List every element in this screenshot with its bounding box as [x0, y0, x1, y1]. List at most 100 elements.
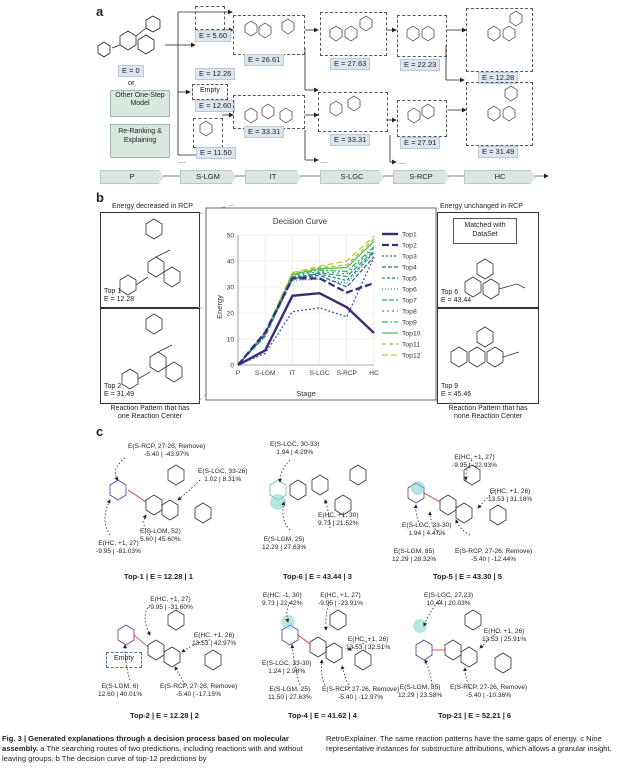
- chart-xlabel: Stage: [296, 389, 316, 398]
- it-molecule-2: [233, 95, 305, 129]
- chart-ylabel: Energy: [215, 295, 224, 319]
- c3-anno-5: E(S-RCP, 27-26, Remove) -5.40 | -12.44%: [455, 548, 533, 563]
- chart-title: Decision Curve: [273, 217, 328, 226]
- legend-label: Top1: [402, 232, 417, 239]
- c5-anno-3: E(HC, +1, 26) 13.53 | 32.51%: [346, 636, 391, 651]
- x-tick-label: IT: [290, 370, 296, 377]
- stage-it: IT: [245, 170, 301, 184]
- c4-anno-1: E(HC, +1, 27) -9.95 | -31.60%: [148, 596, 193, 611]
- left-top-header: Energy decreased in RCP: [112, 203, 193, 210]
- or-label: or: [128, 78, 135, 87]
- panel-c-letter: c: [96, 424, 104, 439]
- srcp-molecule-1: [397, 15, 447, 57]
- stage-s-rcp: S-RCP: [393, 170, 449, 184]
- legend-label: Top3: [402, 254, 417, 261]
- series-line-top4: [237, 256, 375, 366]
- branch-energy-3: E = 12.60: [195, 100, 236, 112]
- legend-label: Top11: [402, 342, 420, 349]
- left-energy-1: E = 12.28: [104, 296, 135, 303]
- branch-energy-2: E = 12.26: [195, 68, 236, 80]
- c6-title: Top-21 | E = 52.21 | 6: [438, 711, 512, 720]
- c4-anno-4: E(S-RCP, 27-26, Remove) -5.40 | -17.15%: [160, 683, 238, 698]
- x-tick-label: S-RCP: [337, 370, 357, 377]
- caption-left-rest: a The searching routes of two prediction…: [2, 744, 303, 763]
- c4-empty-box: [106, 652, 142, 668]
- slgc-molecule-2: [318, 92, 388, 132]
- it-energy-2: E = 33.31: [244, 126, 285, 138]
- series-line-top6: [237, 251, 375, 366]
- x-tick-label: S-LGM: [255, 370, 276, 377]
- slgc-energy-2: E = 33.31: [330, 134, 371, 146]
- c4-anno-3: E(S-LGM, 6) 12.60 | 40.01%: [98, 683, 143, 698]
- srcp-ellipsis: ....: [398, 159, 406, 166]
- c5-anno-6: E(S-RCP, 27-26, Remove) -5.40 | -12.97%: [322, 686, 400, 701]
- x-tick-label: HC: [369, 370, 379, 377]
- y-tick-label: 30: [227, 285, 235, 292]
- c1-anno-2: E(S-LGC, 33-26) 1.02 | 8.31%: [198, 468, 248, 483]
- branch-leaving-group-4: [193, 118, 223, 148]
- caption-left: Fig. 3 | Generated explanations through …: [2, 734, 308, 764]
- slgc-ellipsis: ....: [320, 158, 328, 165]
- c3-anno-2: E(HC, +1, 26) 13.53 | 31.18%: [488, 488, 533, 503]
- branch-ellipsis: ....: [178, 158, 186, 165]
- c3-anno-4: E(S-LGM, 85) 12.29 | 28.32%: [392, 548, 437, 563]
- right-rank-2: Top 9: [441, 383, 459, 390]
- c4-title: Top-2 | E = 12.28 | 2: [130, 711, 199, 720]
- srcp-energy-1: E = 22.23: [400, 59, 441, 71]
- caption-right: RetroExplainer. The same reaction patter…: [326, 734, 612, 753]
- legend-label: Top8: [402, 309, 417, 316]
- c2-title: Top-6 | E = 43.44 | 3: [283, 572, 352, 581]
- branch-leaving-group-1: [195, 6, 225, 30]
- left-rank-1: Top 1: [104, 288, 122, 295]
- c3-title: Top-5 | E = 43.30 | 5: [433, 572, 502, 581]
- c6-anno-4: E(S-RCP, 27-26, Remove) -5.40 | -10.36%: [450, 684, 528, 699]
- slgc-energy-1: E = 27.63: [330, 58, 371, 70]
- stage-hc: HC: [464, 170, 536, 184]
- c2-anno-3: E(S-LGM, 25) 12.29 | 27.63%: [262, 536, 307, 551]
- legend-label: Top4: [402, 265, 417, 272]
- series-line-top2: [237, 277, 375, 366]
- it-energy-1: E = 26.61: [244, 54, 285, 66]
- slgc-molecule-1: [320, 12, 387, 56]
- x-tick-label: P: [236, 370, 240, 377]
- legend-label: Top6: [402, 287, 417, 294]
- legend-label: Top9: [402, 320, 417, 327]
- panel-b-letter: b: [96, 190, 104, 205]
- y-tick-label: 10: [227, 337, 235, 344]
- other-one-step-model-box: Other One-Step Model: [110, 90, 170, 117]
- c1-anno-3: E(S-LGM, 52) 5.60 | 45.60%: [140, 528, 181, 543]
- hc-molecule-2: [466, 82, 533, 146]
- hc-molecule-1: [466, 8, 533, 72]
- y-tick-label: 50: [227, 233, 235, 240]
- srcp-molecule-2: [397, 100, 447, 137]
- left-bottom-box: [100, 307, 200, 404]
- stage-s-lgc: S-LGC: [320, 170, 384, 184]
- c1-anno-4: E(HC, +1, 27) -9.95 | -81.03%: [96, 540, 141, 555]
- series-line-top3: [237, 256, 375, 366]
- c1-title: Top-1 | E = 12.28 | 1: [124, 572, 193, 581]
- branch-energy-4: E = 11.50: [196, 147, 236, 159]
- hc-energy-1: E = 12.28: [478, 72, 519, 84]
- series-line-top1: [237, 291, 375, 367]
- y-tick-label: 0: [230, 363, 234, 370]
- c4-empty-label: Empty: [114, 655, 134, 662]
- srcp-energy-2: E = 27.91: [400, 137, 441, 149]
- legend-label: Top7: [402, 298, 417, 305]
- caption-bold: Fig. 3 | Generated explanations through …: [2, 734, 289, 753]
- right-energy-2: E = 45.46: [441, 391, 472, 398]
- right-footer: Reaction Pattern that has none Reaction …: [448, 405, 528, 420]
- c5-anno-2: E(HC, +1, 27) -9.95 | -23.91%: [318, 592, 363, 607]
- right-molecules: [450, 258, 526, 368]
- left-top-box: [100, 212, 200, 309]
- empty-label: Empty: [200, 87, 220, 94]
- c4-anno-2: E(HC, +1, 26) 13.53 | 42.97%: [192, 632, 237, 647]
- right-rank-1: Top 6: [441, 289, 459, 296]
- right-bottom-box: [437, 307, 539, 404]
- legend-label: Top2: [402, 243, 417, 250]
- branch-energy-1: E = 5.60: [195, 30, 232, 42]
- matched-dataset-box: Matched with DataSet: [453, 218, 517, 244]
- stage-p: P: [100, 170, 164, 184]
- c3-anno-3: E(S-LGC, 33-30) 1.94 | 4.47%: [402, 522, 452, 537]
- c6-anno-3: E(S-LGM, 85) 12.29 | 23.58%: [398, 684, 443, 699]
- c5-anno-4: E(S-LGC, 33-30) 1.24 | 2.98%: [262, 660, 312, 675]
